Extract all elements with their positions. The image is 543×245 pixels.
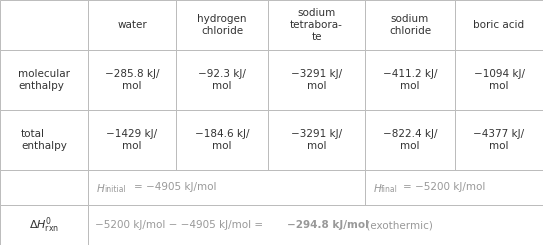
Bar [0,0,88,50]
Bar [268,0,365,50]
Text: −184.6 kJ/
mol: −184.6 kJ/ mol [195,129,249,151]
Text: −3291 kJ/
mol: −3291 kJ/ mol [291,129,342,151]
Bar [88,205,543,245]
Text: −1429 kJ/
mol: −1429 kJ/ mol [106,129,157,151]
Text: −1094 kJ/
mol: −1094 kJ/ mol [473,69,525,91]
Bar [176,110,268,170]
Text: $H$: $H$ [373,182,382,194]
Text: −285.8 kJ/
mol: −285.8 kJ/ mol [105,69,159,91]
Bar [365,50,455,110]
Text: = −5200 kJ/mol: = −5200 kJ/mol [403,183,485,193]
Text: water: water [117,20,147,30]
Text: −5200 kJ/mol − −4905 kJ/mol =: −5200 kJ/mol − −4905 kJ/mol = [95,220,267,230]
Bar [88,50,176,110]
Bar [455,50,543,110]
Text: $\Delta H^0_{\rm rxn}$: $\Delta H^0_{\rm rxn}$ [29,215,59,235]
Text: −3291 kJ/
mol: −3291 kJ/ mol [291,69,342,91]
Bar [0,170,88,205]
Text: total
enthalpy: total enthalpy [21,129,67,151]
Bar [88,0,176,50]
Text: −822.4 kJ/
mol: −822.4 kJ/ mol [383,129,437,151]
Bar [88,170,365,205]
Bar [0,205,88,245]
Text: boric acid: boric acid [473,20,525,30]
Text: −92.3 kJ/
mol: −92.3 kJ/ mol [198,69,246,91]
Bar [365,0,455,50]
Text: $H$: $H$ [96,182,105,194]
Bar [0,50,88,110]
Bar [176,0,268,50]
Bar [176,50,268,110]
Text: (exothermic): (exothermic) [363,220,433,230]
Bar [365,110,455,170]
Text: molecular
enthalpy: molecular enthalpy [18,69,70,91]
Text: sodium
tetrabora-
te: sodium tetrabora- te [290,8,343,42]
Text: sodium
chloride: sodium chloride [389,14,431,36]
Text: final: final [381,185,398,195]
Text: −4377 kJ/
mol: −4377 kJ/ mol [473,129,525,151]
Bar [455,0,543,50]
Text: = −4905 kJ/mol: = −4905 kJ/mol [134,183,217,193]
Text: −294.8 kJ/mol: −294.8 kJ/mol [287,220,369,230]
Bar [88,110,176,170]
Bar [0,110,88,170]
Text: initial: initial [104,185,126,195]
Bar [268,110,365,170]
Bar [455,110,543,170]
Bar [268,50,365,110]
Text: −411.2 kJ/
mol: −411.2 kJ/ mol [383,69,437,91]
Text: hydrogen
chloride: hydrogen chloride [197,14,247,36]
Bar [365,170,543,205]
